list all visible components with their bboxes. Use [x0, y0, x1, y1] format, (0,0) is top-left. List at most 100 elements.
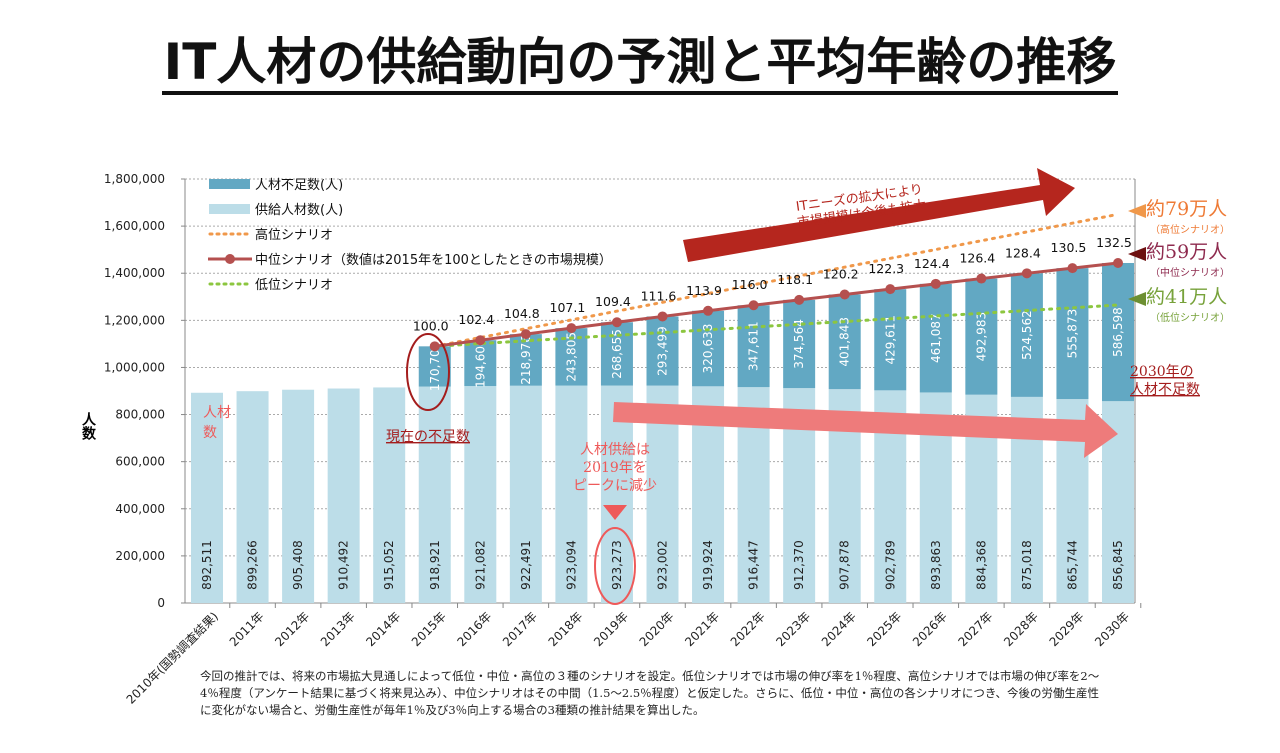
bar-shortage	[646, 316, 679, 386]
bar-label-shortage: 293,499	[656, 326, 670, 376]
y-tick-label: 1,600,000	[104, 219, 165, 233]
bar-label-supply: 918,921	[428, 540, 442, 590]
bar-label-supply: 892,511	[200, 540, 214, 590]
mid-scenario-marker	[1113, 257, 1123, 268]
x-tick-label: 2017年	[500, 609, 540, 649]
bar-label-shortage: 243,805	[564, 332, 578, 382]
x-tick-label: 2013年	[318, 609, 358, 649]
page-title: IT人材の供給動向の予測と平均年齢の推移	[0, 22, 1280, 95]
index-label: 130.5	[1051, 240, 1087, 255]
index-label: 102.4	[458, 312, 494, 327]
people-label: 数	[203, 425, 217, 441]
mid-scenario-marker	[566, 323, 577, 334]
legend-label: 人材不足数(人)	[255, 178, 343, 193]
x-tick-label: 2023年	[773, 609, 813, 649]
bar-label-supply: 919,924	[701, 540, 715, 590]
bar-supply	[191, 392, 223, 603]
x-tick-label: 2014年	[363, 609, 403, 649]
bar-supply	[555, 385, 588, 603]
bar-shortage	[464, 340, 497, 387]
bar-label-supply: 922,491	[519, 540, 533, 590]
bar-label-supply: 921,082	[473, 540, 487, 590]
bar-label-supply: 893,863	[929, 540, 943, 590]
bar-label-shortage: 218,976	[519, 335, 533, 385]
mid-scenario-marker	[839, 289, 850, 300]
index-label: 109.4	[595, 294, 631, 309]
footnote: 今回の推計では、将来の市場拡大見通しによって低位・中位・高位の３種のシナリオを設…	[200, 668, 1150, 719]
people-label: 人材	[203, 405, 231, 421]
x-tick-label: 2015年	[409, 609, 449, 649]
mid-sub-label: （中位シナリオ）	[1150, 266, 1230, 279]
mid-scenario-marker	[1021, 268, 1032, 279]
x-tick-label: 2016年	[454, 609, 494, 649]
bar-supply	[236, 391, 269, 603]
bar-label-supply: 875,018	[1020, 540, 1034, 590]
y-tick-label: 1,200,000	[104, 313, 165, 327]
peak-marker-icon	[603, 505, 627, 520]
bar-supply	[327, 388, 360, 603]
index-label: 104.8	[504, 306, 540, 321]
index-label: 100.0	[413, 318, 449, 333]
bar-shortage	[692, 310, 725, 387]
y-tick-label: 1,400,000	[104, 266, 165, 280]
bar-label-shortage: 374,564	[792, 319, 806, 369]
current-shortage-circle	[406, 333, 450, 411]
index-label: 126.4	[959, 251, 995, 266]
mid-scenario-marker	[930, 278, 941, 289]
index-label: 113.9	[686, 283, 722, 298]
bar-label-shortage: 170,700	[428, 342, 442, 392]
bar-shortage	[737, 305, 770, 388]
bar-shortage	[1102, 262, 1134, 402]
legend-marker	[225, 254, 235, 264]
bar-shortage	[828, 294, 861, 390]
supply-peak-label: 2019年を	[583, 460, 647, 476]
bar-supply	[418, 386, 451, 603]
bar-shortage	[783, 299, 816, 389]
bar-label-shortage: 492,983	[974, 312, 988, 362]
x-tick-label: 2011年	[227, 609, 267, 649]
bar-supply	[464, 386, 497, 603]
low-arrow-icon	[1128, 292, 1146, 306]
x-tick-label: 2021年	[682, 609, 722, 649]
bar-label-supply: 910,492	[337, 540, 351, 590]
bar-label-supply: 902,789	[883, 540, 897, 590]
bar-supply	[509, 385, 542, 603]
legend-label: 低位シナリオ	[255, 278, 333, 293]
y-axis-label: 人数	[80, 411, 96, 441]
bar-shortage	[1010, 273, 1043, 397]
index-label: 107.1	[550, 300, 586, 315]
mid-value-label: 約59万人	[1146, 241, 1227, 263]
bar-label-supply: 923,273	[610, 540, 624, 590]
x-tick-label: 2019年	[591, 609, 631, 649]
mid-scenario-marker	[794, 294, 805, 305]
bar-label-shortage: 429,611	[883, 315, 897, 365]
high-value-label: 約79万人	[1146, 198, 1227, 220]
shortage-2030-label: 2030年の	[1130, 364, 1194, 380]
mid-scenario-marker	[475, 335, 486, 346]
legend-swatch	[209, 204, 250, 214]
legend-label: 供給人材数(人)	[255, 203, 343, 218]
index-label: 128.4	[1005, 245, 1041, 260]
peak-circle	[594, 527, 636, 605]
y-tick-label: 1,800,000	[104, 172, 165, 186]
x-tick-label: 2027年	[955, 609, 995, 649]
bar-label-shortage: 586,598	[1111, 307, 1125, 357]
index-label: 120.2	[823, 266, 859, 281]
bar-shortage	[1056, 268, 1089, 400]
low-sub-label: （低位シナリオ）	[1150, 311, 1230, 324]
mid-scenario-marker	[429, 341, 440, 352]
x-tick-label: 2030年	[1092, 609, 1132, 649]
mid-scenario-marker	[703, 305, 714, 316]
bar-label-supply: 923,094	[564, 540, 578, 590]
footnote-line: に変化がない場合と、労働生産性が毎年1％及び3％向上する場合の3種類の推計結果を…	[200, 703, 705, 717]
bar-label-supply: 884,368	[974, 540, 988, 590]
index-label: 118.1	[777, 272, 813, 287]
shortage-2030-label: 人材不足数	[1130, 382, 1200, 398]
decline-arrow	[613, 402, 1118, 458]
bar-label-supply: 907,878	[838, 540, 852, 590]
mid-arrow-icon	[1128, 247, 1146, 261]
y-tick-label: 200,000	[115, 549, 165, 563]
x-tick-label: 2020年	[637, 609, 677, 649]
x-tick-label: 2024年	[819, 609, 859, 649]
